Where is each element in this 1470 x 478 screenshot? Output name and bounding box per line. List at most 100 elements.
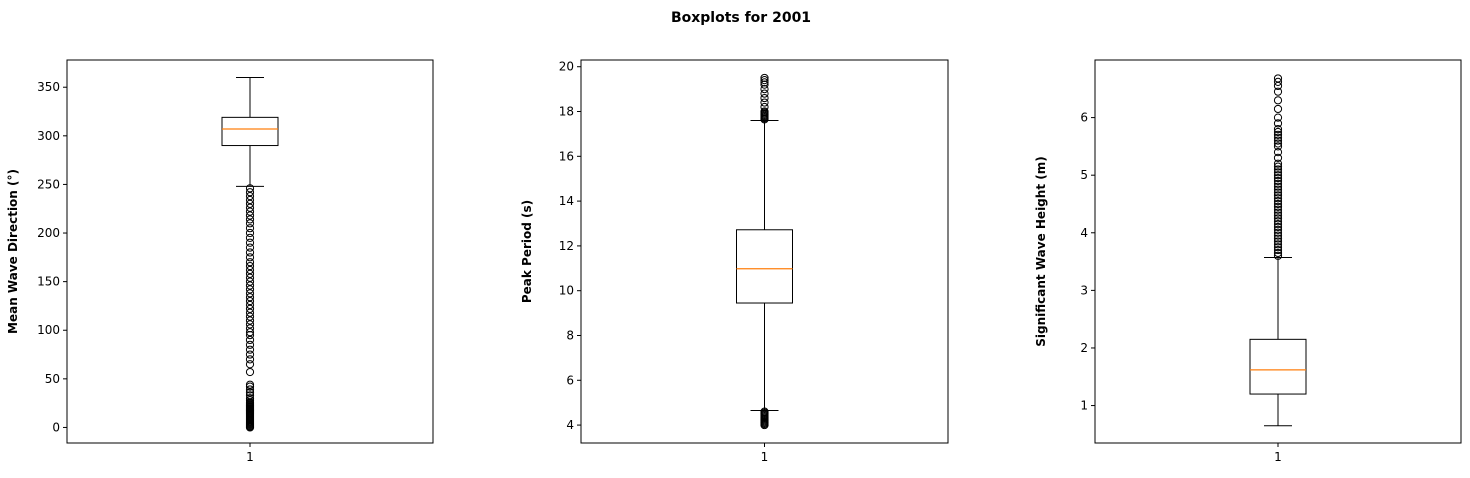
outlier-point	[760, 102, 769, 112]
outlier-point	[1273, 185, 1283, 194]
outlier-point	[760, 78, 769, 87]
outlier-point	[245, 269, 255, 278]
outlier-point	[1273, 165, 1283, 174]
y-tick-label: 4	[566, 418, 574, 432]
outlier-point	[1273, 133, 1283, 142]
outlier-point	[245, 184, 255, 193]
outlier-point	[245, 195, 255, 205]
outlier-point	[1273, 188, 1283, 197]
outlier-point	[245, 293, 255, 302]
outlier-point	[245, 243, 255, 252]
outlier-point	[245, 273, 255, 282]
outlier-point	[245, 188, 255, 197]
outlier-point	[1273, 240, 1283, 249]
y-tick-label: 5	[1080, 168, 1088, 182]
iqr-box	[221, 116, 279, 147]
outlier-point	[1273, 77, 1283, 86]
x-tick-label: 1	[1274, 450, 1282, 464]
outlier-point	[1273, 162, 1283, 171]
outlier-point	[1273, 248, 1283, 258]
outlier-point	[245, 380, 255, 389]
y-axis-label: Peak Period (s)	[520, 200, 534, 303]
outlier-point	[1273, 202, 1283, 211]
outlier-point	[1273, 127, 1283, 137]
axes-frame	[1094, 59, 1462, 444]
y-tick-label: 200	[37, 226, 60, 240]
y-tick-label: 12	[559, 239, 574, 253]
y-tick-label: 350	[37, 80, 60, 94]
outlier-point	[1273, 119, 1283, 128]
outlier-point	[1273, 228, 1283, 237]
outlier-point	[245, 258, 255, 267]
outlier-point	[245, 296, 255, 306]
outlier-point	[245, 224, 255, 233]
outlier-point	[245, 285, 255, 294]
y-tick-label: 2	[1080, 341, 1088, 355]
outlier-point	[1273, 130, 1283, 139]
y-tick-label: 50	[45, 372, 60, 386]
outlier-point	[245, 350, 255, 359]
outlier-point	[245, 281, 255, 290]
outlier-point	[1273, 87, 1283, 96]
outlier-point	[760, 76, 769, 85]
y-tick-label: 6	[566, 373, 574, 387]
y-tick-label: 8	[566, 328, 574, 342]
outlier-point	[1273, 179, 1283, 188]
outlier-point	[245, 367, 255, 377]
outlier-point	[245, 215, 255, 224]
outlier-point	[1273, 211, 1283, 220]
outlier-point	[245, 308, 255, 317]
y-tick-label: 10	[559, 284, 574, 298]
outlier-point	[245, 385, 255, 394]
outlier-point	[1273, 237, 1283, 246]
outlier-point	[1273, 197, 1283, 206]
outlier-point	[245, 388, 255, 397]
outlier-point	[245, 228, 255, 238]
outlier-point	[760, 107, 769, 116]
iqr-box	[1249, 338, 1307, 395]
outlier-point	[760, 93, 769, 103]
outlier-point	[245, 394, 255, 403]
outlier-point	[245, 261, 255, 271]
y-tick-label: 300	[37, 129, 60, 143]
outlier-point	[245, 277, 255, 286]
outlier-point	[1273, 153, 1283, 163]
outlier-point	[1273, 245, 1283, 255]
outlier-point	[1273, 251, 1283, 260]
outlier-point	[1273, 176, 1283, 186]
outlier-point	[1273, 199, 1283, 209]
outlier-point	[1273, 231, 1283, 240]
outlier-point	[245, 360, 255, 369]
y-tick-label: 20	[559, 60, 574, 74]
outlier-point	[245, 312, 255, 321]
boxplot-panel-1: 0 50 100 150 200 250 300 350 1 Mean Wave Directio…	[6, 59, 434, 464]
outlier-point	[1273, 182, 1283, 191]
outlier-point	[1273, 243, 1283, 252]
y-tick-label: 18	[559, 105, 574, 119]
outlier-point	[245, 300, 255, 310]
outlier-point	[1273, 168, 1283, 177]
y-tick-label: 0	[52, 420, 60, 434]
outlier-point	[760, 73, 769, 83]
outlier-point	[245, 391, 255, 400]
outlier-point	[1273, 191, 1283, 200]
outlier-point	[1273, 208, 1283, 217]
outlier-point	[1273, 234, 1283, 243]
boxplot-panel-3: 1 2 3 4 5 6 1 Significant Wave Height (m)	[1034, 59, 1462, 464]
outlier-point	[245, 248, 255, 257]
outlier-point	[1273, 148, 1283, 157]
outlier-point	[1273, 104, 1283, 114]
outlier-point	[1273, 113, 1283, 122]
outlier-point	[760, 407, 769, 416]
x-tick-label: 1	[246, 450, 254, 464]
outlier-point	[245, 324, 255, 333]
y-tick-label: 16	[559, 149, 574, 163]
outlier-point	[1273, 142, 1283, 151]
outlier-point	[245, 355, 255, 364]
outlier-point	[1273, 171, 1283, 180]
y-axis-label: Mean Wave Direction (°)	[6, 169, 20, 334]
figure-title: Boxplots for 2001	[671, 10, 811, 26]
outlier-point	[245, 320, 255, 329]
boxplot-panel-2: 4 6 8 10 12 14 16 18 20 1 Peak Period (s)	[520, 59, 949, 464]
outlier-point	[1273, 217, 1283, 226]
